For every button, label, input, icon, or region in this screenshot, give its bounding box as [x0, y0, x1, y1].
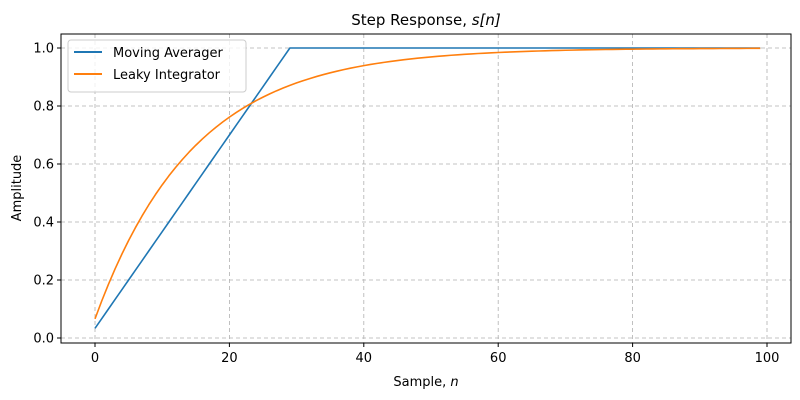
- y-axis-label: Amplitude: [10, 155, 25, 222]
- chart-title: Step Response, s[n]: [351, 11, 501, 29]
- legend-box: [67, 39, 247, 93]
- x-tick-label: 80: [624, 351, 641, 366]
- plot-lines: [94, 47, 761, 329]
- axis-ticks: 0 20 40 60 80 100 0.0 0.2 0.4 0.6 0.8 1.0: [33, 42, 779, 367]
- y-tick-label: 0.0: [33, 332, 54, 347]
- y-tick-label: 0.4: [33, 216, 54, 231]
- x-tick-label: 100: [755, 351, 780, 366]
- legend-label-leaky-integrator: Leaky Integrator: [113, 68, 221, 83]
- x-tick-label: 20: [221, 351, 238, 366]
- legend-label-moving-averager: Moving Averager: [113, 46, 223, 61]
- legend: Moving Averager Leaky Integrator: [67, 39, 247, 93]
- axes-frame: [60, 33, 792, 344]
- x-tick-label: 60: [490, 351, 507, 366]
- grid-lines: [61, 34, 791, 343]
- series-line-leaky-integrator: [94, 47, 761, 320]
- series-line-moving-averager: [94, 47, 761, 329]
- y-tick-label: 1.0: [33, 42, 54, 57]
- y-tick-label: 0.8: [33, 100, 54, 115]
- x-tick-label: 0: [91, 351, 99, 366]
- x-axis-label: Sample, n: [393, 375, 458, 390]
- y-tick-label: 0.6: [33, 158, 54, 173]
- x-tick-label: 40: [356, 351, 373, 366]
- y-tick-label: 0.2: [33, 274, 54, 289]
